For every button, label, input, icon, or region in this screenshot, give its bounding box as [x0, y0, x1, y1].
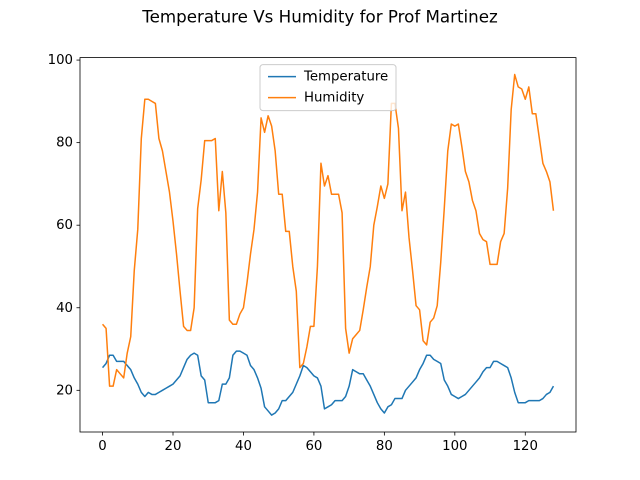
x-tick-label: 80: [376, 439, 393, 454]
legend-label: Humidity: [304, 91, 364, 106]
legend: Temperature Humidity: [259, 64, 397, 112]
x-tick-label: 120: [513, 439, 538, 454]
x-tick-label: 60: [305, 439, 322, 454]
y-tick-label: 20: [56, 383, 73, 398]
line: [101, 350, 555, 416]
legend-label: Temperature: [303, 70, 388, 85]
line: [101, 73, 555, 387]
y-tick-label: 80: [56, 136, 73, 151]
plot-frame: [79, 57, 577, 433]
y-tick-label: 60: [56, 218, 73, 233]
y-tick-label: 100: [48, 53, 73, 68]
x-tick-label: 0: [98, 439, 106, 454]
x-tick-label: 20: [165, 439, 182, 454]
x-tick-label: 100: [442, 439, 467, 454]
y-tick-label: 40: [56, 301, 73, 316]
chart-title: Temperature Vs Humidity for Prof Martine…: [141, 7, 498, 27]
x-tick-label: 40: [235, 439, 252, 454]
